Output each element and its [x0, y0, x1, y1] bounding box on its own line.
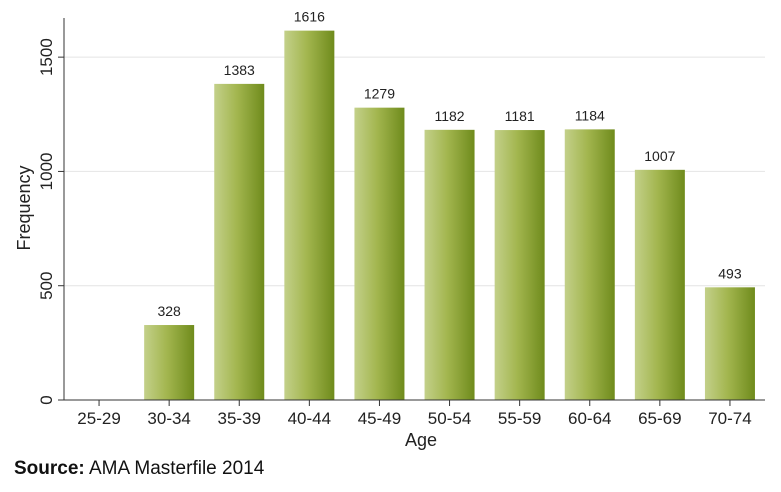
data-label-30-34: 328 — [157, 303, 181, 319]
bar-40-44 — [284, 30, 335, 400]
axes: 0 500 1000 1500 25-29 30-34 35-39 40-44 45-49 50-… — [37, 18, 765, 428]
bar-55-59 — [494, 130, 545, 401]
bar-60-64 — [564, 129, 615, 400]
x-tick-label: 50-54 — [428, 409, 471, 428]
bar-45-49 — [354, 107, 405, 401]
y-axis-title: Frequency — [14, 165, 34, 250]
bar-70-74 — [704, 287, 755, 400]
data-label-35-39: 1383 — [224, 62, 255, 78]
x-tick-label: 35-39 — [218, 409, 261, 428]
x-tick-label: 25-29 — [77, 409, 120, 428]
y-tick-label: 500 — [37, 272, 56, 300]
data-label-60-64: 1184 — [575, 107, 605, 123]
source-text: AMA Masterfile 2014 — [84, 458, 265, 479]
source-note: Source: AMA Masterfile 2014 — [14, 458, 264, 480]
y-tick-label: 0 — [37, 395, 56, 404]
data-label-40-44: 1616 — [294, 9, 325, 25]
data-label-55-59: 1181 — [505, 108, 535, 124]
x-tick-label: 40-44 — [288, 409, 331, 428]
y-tick-label: 1000 — [37, 153, 56, 191]
bar-chart: 328 1383 1616 1279 1182 1181 1184 1007 493 0 500 1… — [14, 9, 765, 450]
data-label-65-69: 1007 — [644, 148, 675, 164]
x-tick-label: 70-74 — [708, 409, 751, 428]
x-tick-label: 45-49 — [358, 409, 401, 428]
x-tick-label: 55-59 — [498, 409, 541, 428]
data-label-70-74: 493 — [718, 265, 742, 281]
data-label-50-54: 1182 — [434, 108, 464, 124]
bar-30-34 — [144, 325, 195, 400]
x-tick-label: 30-34 — [147, 409, 190, 428]
x-tick-label: 60-64 — [568, 409, 611, 428]
bars — [144, 30, 755, 401]
bar-35-39 — [214, 83, 265, 400]
source-label: Source: — [14, 458, 85, 479]
data-label-45-49: 1279 — [364, 86, 395, 102]
data-labels: 328 1383 1616 1279 1182 1181 1184 1007 493 — [157, 9, 741, 319]
bar-50-54 — [424, 129, 475, 401]
bar-65-69 — [634, 169, 685, 400]
y-tick-label: 1500 — [37, 38, 56, 76]
x-tick-label: 65-69 — [638, 409, 681, 428]
x-axis-title: Age — [405, 430, 437, 450]
